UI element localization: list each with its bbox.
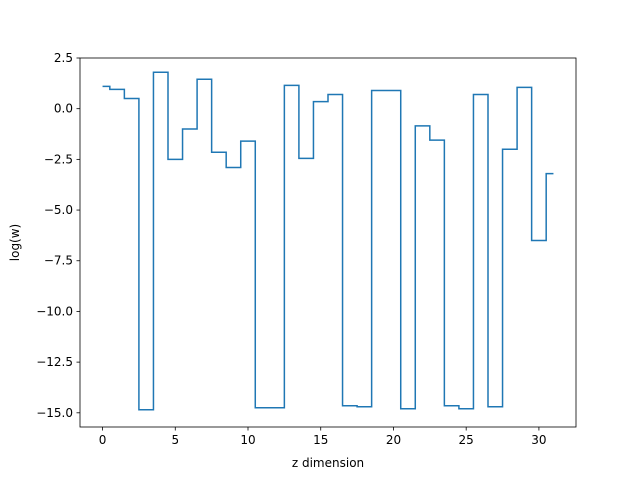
x-tick-label: 20 [386,433,401,447]
y-tick-label: −5.0 [44,203,73,217]
x-tick-label: 30 [531,433,546,447]
plot-area [102,71,554,411]
y-tick-label: 2.5 [54,51,73,65]
x-tick-label: 25 [459,433,474,447]
y-tick-label: −12.5 [36,355,73,369]
axes-frame [79,57,577,428]
y-tick-label: −7.5 [44,254,73,268]
series-line-0 [102,71,554,411]
x-tick-label: 15 [313,433,328,447]
x-axis-label: z dimension [292,456,364,470]
x-tick-label: 5 [171,433,179,447]
y-tick-label: −2.5 [44,152,73,166]
y-tick-label: −10.0 [36,304,73,318]
x-tick-label: 0 [99,433,107,447]
y-tick-label: 0.0 [54,102,73,116]
y-tick-label: −15.0 [36,406,73,420]
y-axis-label: log(w) [8,224,22,261]
axes: 0 5 10 15 20 25 30 2.5 0.0 −2.5 −5.0 −7.5 −10.0 −12.5… [36,51,577,447]
x-tick-label: 10 [240,433,255,447]
